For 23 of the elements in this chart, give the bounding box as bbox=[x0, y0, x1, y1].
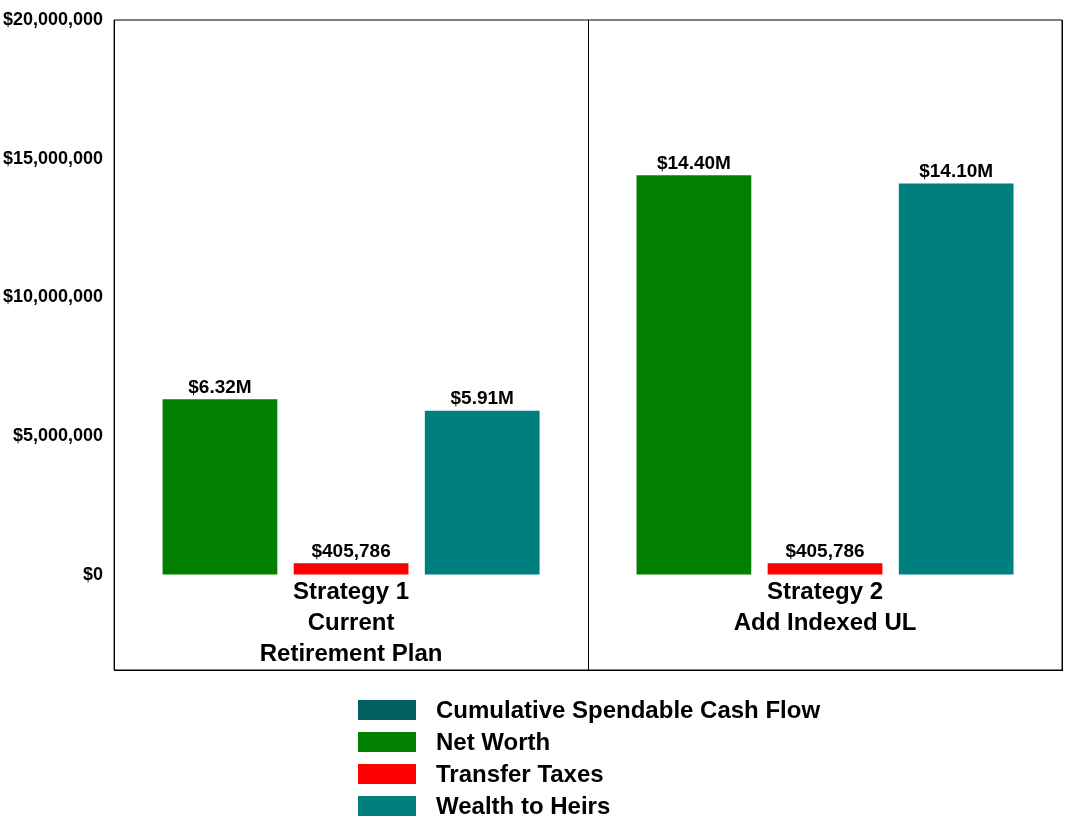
data-label: $14.10M bbox=[919, 160, 994, 182]
bar bbox=[424, 410, 540, 575]
bar bbox=[636, 175, 752, 575]
data-label: $405,786 bbox=[311, 540, 391, 562]
data-label: $6.32M bbox=[188, 376, 252, 398]
legend-label: Net Worth bbox=[436, 728, 551, 756]
data-label: $405,786 bbox=[785, 540, 865, 562]
y-tick-label: $0 bbox=[83, 563, 104, 584]
y-tick-label: $5,000,000 bbox=[13, 424, 104, 445]
bar bbox=[898, 183, 1014, 575]
bar bbox=[293, 563, 409, 575]
legend-label: Transfer Taxes bbox=[436, 760, 604, 788]
y-tick-label: $15,000,000 bbox=[2, 147, 104, 168]
y-tick-label: $10,000,000 bbox=[2, 286, 104, 307]
x-tick-label: Strategy 1 Current Retirement Plan bbox=[259, 577, 443, 667]
bar bbox=[767, 563, 883, 575]
x-tick-label: Strategy 2 Add Indexed UL bbox=[733, 577, 917, 636]
y-tick-label: $20,000,000 bbox=[2, 8, 104, 29]
bar bbox=[162, 399, 278, 575]
data-label: $14.40M bbox=[656, 152, 731, 174]
legend-label: Wealth to Heirs bbox=[436, 792, 611, 820]
legend-label: Cumulative Spendable Cash Flow bbox=[436, 696, 821, 724]
data-label: $5.91M bbox=[450, 387, 514, 409]
